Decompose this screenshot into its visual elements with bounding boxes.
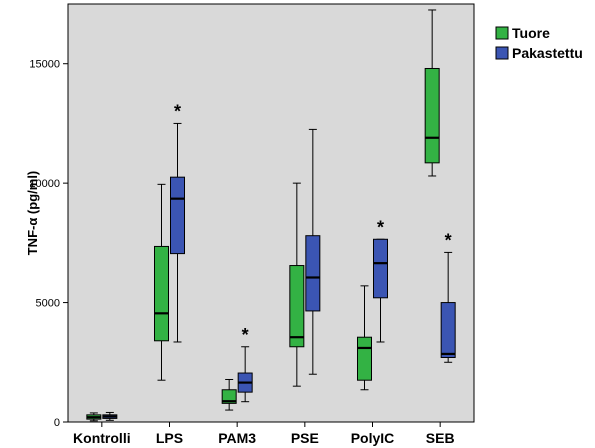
y-tick-label: 15000 [29,59,60,71]
legend: Tuore Pakastettu [495,25,583,61]
legend-swatch [495,46,509,60]
box-series: * * * * [86,9,456,422]
x-category-label: PSE [291,430,319,446]
box [221,389,237,404]
box [305,235,321,312]
series-0 [86,9,440,422]
y-tick-label: 5000 [36,298,60,310]
significance-marker: * [445,230,452,250]
box [170,176,185,255]
x-axis: Kontrolli LPS PAM3 PSE PolyIC SEB [73,422,455,446]
y-axis-title: TNF-α (pg/ml) [25,171,40,256]
box [289,265,305,348]
x-category-label: PolyIC [351,430,395,446]
x-category-label: SEB [426,430,455,446]
legend-label: Tuore [512,25,550,41]
box [357,336,372,381]
y-tick-label: 0 [54,417,60,429]
x-category-label: LPS [156,430,183,446]
x-category-label: PAM3 [218,430,256,446]
legend-swatch [495,26,509,40]
significance-marker: * [174,101,181,121]
significance-marker: * [377,217,384,237]
series-1: * * * * [102,101,456,421]
plot-area [67,3,475,423]
box [424,67,440,164]
significance-marker: * [242,325,249,345]
legend-label: Pakastettu [512,45,583,61]
y-axis: 0 5000 10000 15000 [29,59,68,429]
box [440,302,456,359]
box [154,245,169,342]
box [373,238,388,299]
x-category-label: Kontrolli [73,430,131,446]
y-tick-label: 10000 [29,178,60,190]
